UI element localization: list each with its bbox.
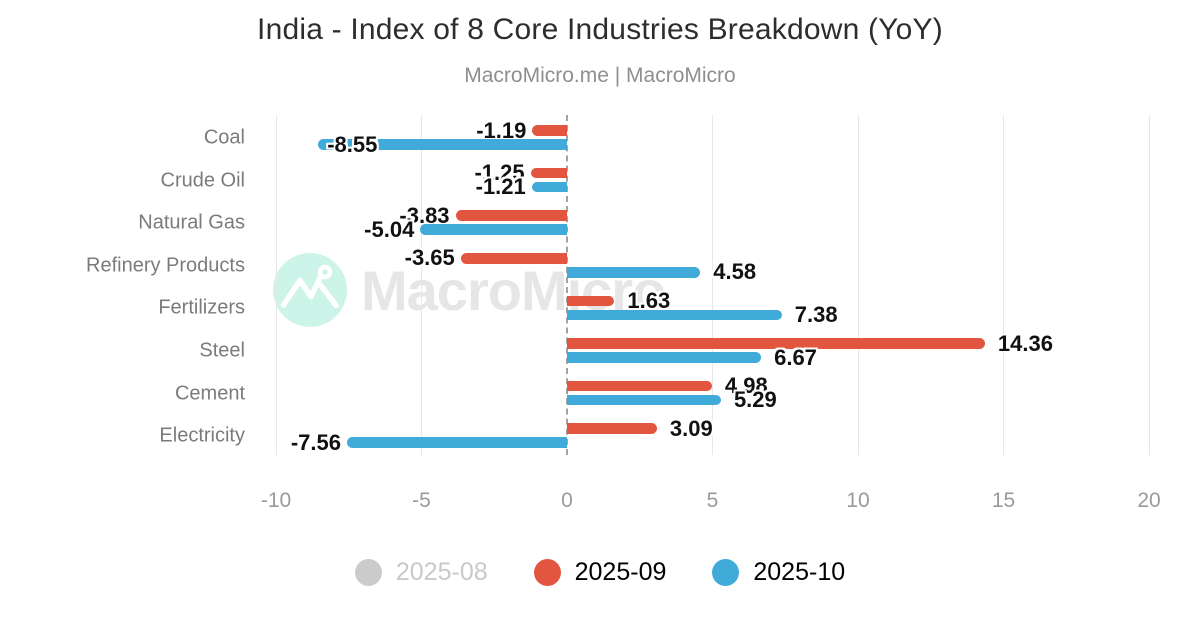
category-label-cement: Cement <box>174 382 245 405</box>
data-label-2025-09-fertilizers: 1.63 <box>627 287 671 313</box>
bar-2025-10-electricity <box>347 437 567 448</box>
x-tick-label-20: 20 <box>1137 489 1161 512</box>
legend-marker-icon <box>533 558 561 586</box>
data-label-2025-10-cement: 5.29 <box>733 387 777 413</box>
bar-2025-10-fertilizers <box>567 309 782 321</box>
data-label-2025-09-cement: 4.98 <box>724 373 768 399</box>
gridline-5 <box>712 115 713 455</box>
data-label-2025-10-refinery-products: 4.58 <box>713 259 757 285</box>
bar-2025-09-refinery-products <box>460 253 567 264</box>
gridline-15 <box>1003 115 1004 455</box>
x-tick-label-0: 0 <box>561 489 573 512</box>
category-label-coal: Coal <box>203 126 245 149</box>
chart-title: India - Index of 8 Core Industries Break… <box>257 13 943 46</box>
x-tick-label-10: 10 <box>846 489 870 512</box>
data-label-2025-09-crude-oil: -1.25 <box>474 160 525 186</box>
data-label-2025-09-electricity: 3.09 <box>669 415 713 441</box>
data-label-2025-09-refinery-products: -3.65 <box>404 245 455 271</box>
bar-2025-09-fertilizers <box>567 295 615 307</box>
x-tick-label--10: -10 <box>260 489 292 512</box>
legend: 2025-08 2025-09 2025-10 <box>0 553 1200 591</box>
data-label-2025-09-coal: -1.19 <box>476 117 527 143</box>
bar-2025-09-electricity <box>567 423 657 434</box>
category-label-steel: Steel <box>199 339 245 362</box>
gridline--5 <box>421 115 422 455</box>
legend-label-2025-09: 2025-09 <box>574 557 667 586</box>
category-label-electricity: Electricity <box>159 424 245 447</box>
legend-marker-icon <box>354 558 382 586</box>
bar-2025-10-natural-gas <box>420 224 567 235</box>
category-label-crude-oil: Crude Oil <box>160 169 245 192</box>
legend-label-2025-10: 2025-10 <box>753 557 846 586</box>
x-tick-label-15: 15 <box>991 489 1016 512</box>
x-tick-label--5: -5 <box>412 489 431 512</box>
legend-item-2025-08[interactable]: 2025-08 <box>354 557 488 587</box>
x-tick-label-5: 5 <box>706 489 719 512</box>
category-label-fertilizers: Fertilizers <box>158 296 245 319</box>
category-label-refinery-products: Refinery Products <box>86 254 245 277</box>
zero-gridline <box>566 115 568 455</box>
data-label-2025-09-steel: 14.36 <box>997 330 1053 356</box>
chart-subtitle: MacroMicro.me | MacroMicro <box>464 64 736 87</box>
data-label-2025-10-crude-oil: -1.21 <box>475 174 526 200</box>
bar-2025-10-coal <box>318 139 567 150</box>
gridline-10 <box>857 115 859 455</box>
bar-2025-09-crude-oil <box>530 167 567 179</box>
bar-2025-10-steel <box>567 352 762 363</box>
gridline--10 <box>275 115 277 455</box>
data-label-2025-10-fertilizers: 7.38 <box>794 301 838 327</box>
bar-2025-10-cement <box>567 394 721 406</box>
bar-2025-09-cement <box>567 380 712 392</box>
bar-2025-10-refinery-products <box>567 267 701 278</box>
legend-item-2025-09[interactable]: 2025-09 <box>533 557 667 587</box>
legend-marker-icon <box>712 558 740 586</box>
bar-2025-09-coal <box>532 125 567 136</box>
category-label-natural-gas: Natural Gas <box>138 211 245 234</box>
bar-2025-09-natural-gas <box>455 210 567 221</box>
bar-2025-10-crude-oil <box>531 181 567 193</box>
macromicro-logo-icon <box>273 253 347 327</box>
gridline-20 <box>1148 115 1150 455</box>
data-label-2025-10-steel: 6.67 <box>774 344 817 370</box>
legend-label-2025-08: 2025-08 <box>395 557 488 586</box>
data-label-2025-09-natural-gas: -3.83 <box>399 202 450 228</box>
legend-item-2025-10[interactable]: 2025-10 <box>712 558 845 587</box>
data-label-2025-10-electricity: -7.56 <box>290 429 341 455</box>
data-label-2025-10-natural-gas: -5.04 <box>364 216 415 242</box>
data-label-2025-10-coal: -8.55 <box>327 131 378 157</box>
bar-2025-09-steel <box>567 338 985 349</box>
